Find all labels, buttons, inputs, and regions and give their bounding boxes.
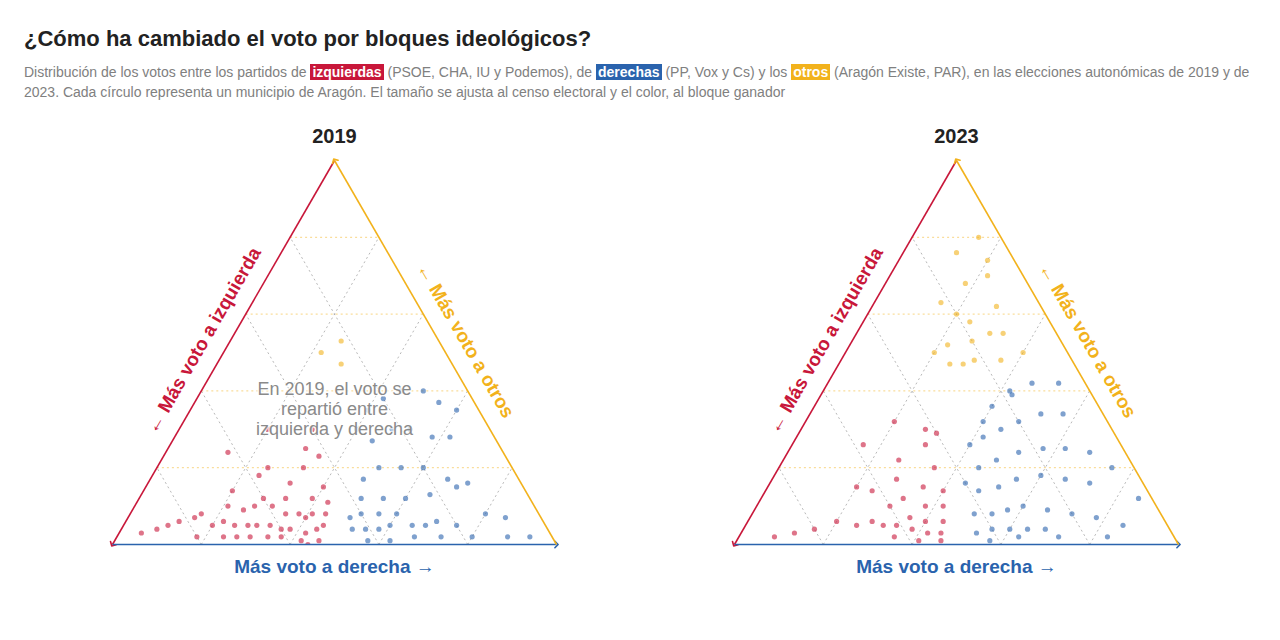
svg-text:2019: 2019	[312, 125, 357, 147]
svg-text:← Más voto a otros: ← Más voto a otros	[1035, 259, 1141, 421]
svg-text:2023: 2023	[934, 125, 979, 147]
svg-text:← Más voto a izquierda: ← Más voto a izquierda	[141, 243, 265, 437]
svg-text:← Más voto a otros: ← Más voto a otros	[413, 259, 519, 421]
svg-text:Más voto a derecha →: Más voto a derecha →	[234, 556, 435, 577]
svg-text:Más voto a derecha →: Más voto a derecha →	[856, 556, 1057, 577]
svg-text:← Más voto a izquierda: ← Más voto a izquierda	[763, 243, 887, 437]
svg-text:En 2019, el voto serepartió en: En 2019, el voto serepartió entreizquier…	[256, 379, 414, 439]
html-text:¿Cómo ha cambiado el voto por: ¿Cómo ha cambiado el voto por bloques id…	[24, 26, 592, 51]
html-text:Distribución de los votos entr: Distribución de los votos entre los part…	[24, 64, 1250, 100]
